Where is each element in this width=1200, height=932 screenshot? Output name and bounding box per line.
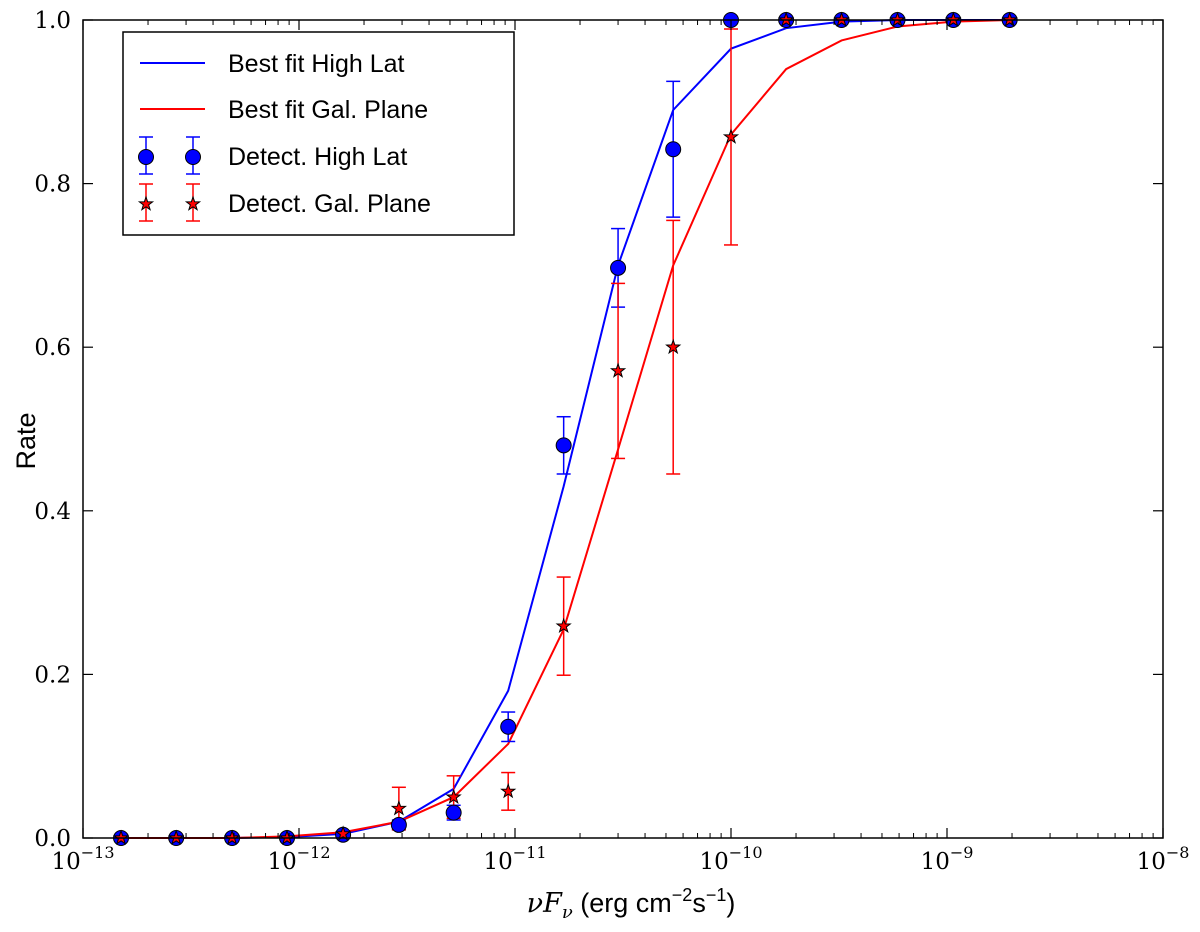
marker-gal-plane [555, 617, 572, 634]
x-axis-title: νFν (erg cm−2s−1) [527, 885, 736, 923]
marker-high-lat [555, 437, 572, 454]
x-tick-label: 10−9 [921, 843, 974, 875]
x-tick-label: 10−8 [1137, 843, 1190, 875]
marker-gal-plane [722, 128, 740, 144]
y-tick-label: 0.8 [34, 172, 71, 198]
legend-label-fit-gal-plane: Best fit Gal. Plane [228, 96, 428, 124]
y-tick-labels: 0.0 0.2 0.4 0.6 0.8 1.0 [34, 8, 71, 852]
legend-marker [137, 195, 155, 211]
marker-gal-plane [334, 825, 352, 841]
y-axis-title: Rate [11, 412, 41, 469]
axis-ticks [82, 19, 1164, 839]
legend-marker-high-lat [138, 136, 201, 175]
x-tick-label: 10−11 [483, 843, 546, 875]
marker-high-lat [665, 141, 682, 158]
legend-label-fit-high-lat: Best fit High Lat [228, 50, 405, 78]
x-tick-label: 10−13 [51, 843, 114, 875]
legend-marker [185, 149, 201, 165]
legend-label-detect-gal-plane: Detect. Gal. Plane [228, 190, 431, 218]
x-tick-labels: 10−13 10−12 10−11 10−10 10−9 10−8 [51, 843, 1189, 875]
y-tick-label: 0.6 [34, 335, 71, 361]
marker-gal-plane [390, 800, 407, 816]
y-tick-label: 0.2 [34, 662, 71, 688]
marker-high-lat [445, 804, 462, 821]
legend-box [122, 31, 515, 236]
legend: Best fit High Lat Best fit Gal. Plane De… [122, 31, 515, 236]
marker-high-lat [390, 816, 407, 833]
y-tick-label: 0.0 [34, 826, 71, 852]
x-tick-label: 10−10 [699, 843, 762, 875]
legend-label-detect-high-lat: Detect. High Lat [228, 143, 407, 171]
y-tick-label: 0.4 [34, 499, 71, 525]
marker-gal-plane [665, 338, 682, 355]
marker-gal-plane [445, 788, 462, 804]
plot-area-frame [82, 19, 1164, 839]
legend-marker [138, 149, 154, 165]
marker-gal-plane [500, 782, 517, 799]
legend-marker-gal-plane [137, 183, 202, 222]
x-tick-label: 10−12 [267, 843, 330, 875]
marker-high-lat [610, 259, 627, 276]
marker-high-lat [500, 718, 517, 735]
y-tick-label: 1.0 [34, 8, 71, 34]
legend-marker [184, 195, 202, 211]
marker-gal-plane [609, 362, 627, 378]
